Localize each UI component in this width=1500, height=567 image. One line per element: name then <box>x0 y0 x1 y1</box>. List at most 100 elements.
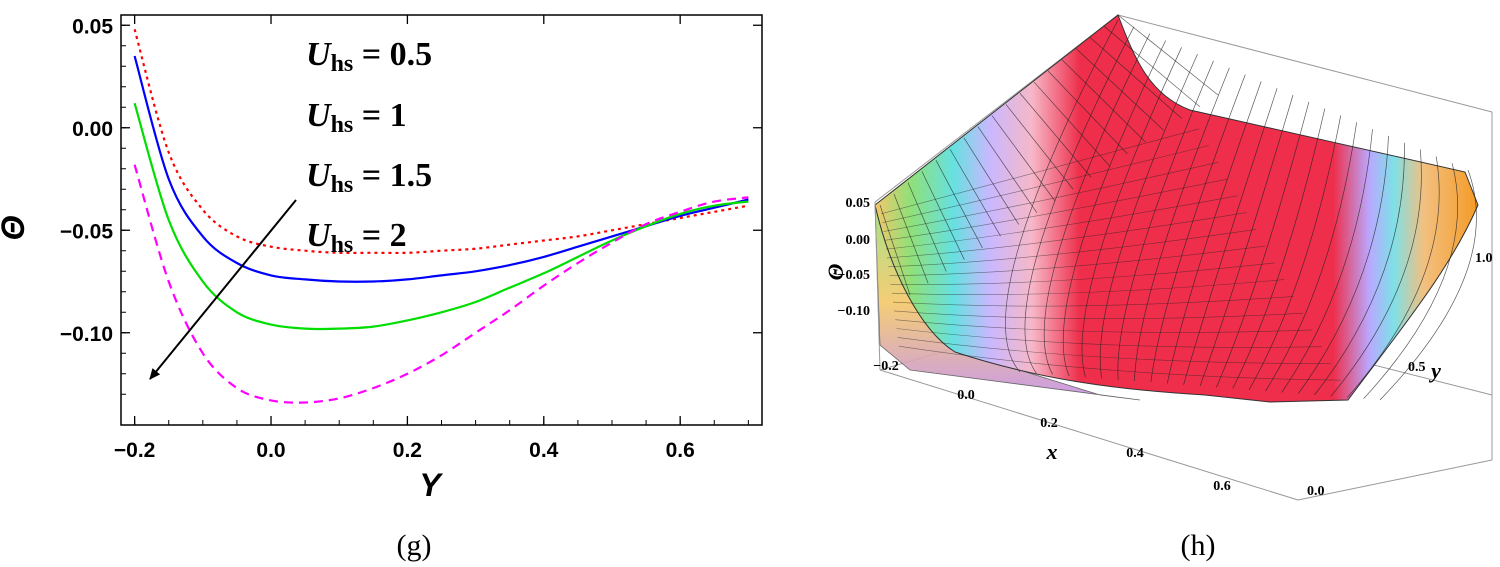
mesh-rib <box>879 204 911 296</box>
mesh-line-y <box>1330 149 1422 397</box>
series-line-2 <box>133 55 749 283</box>
mesh-line-y <box>1183 88 1278 385</box>
mesh-line-x <box>887 212 1247 259</box>
mesh-rib <box>1047 70 1128 155</box>
z-tick-label: 0.00 <box>846 233 871 248</box>
mesh-rib <box>935 160 983 249</box>
mesh-line-y <box>1150 74 1246 383</box>
mesh-line-y <box>1024 26 1135 374</box>
y-tick-label: −0.05 <box>60 220 113 243</box>
y-axis-label-3d: y <box>1428 358 1441 383</box>
line-chart-g: −0.2 0.0 0.2 0.4 0.6 0.05 0.00 −0.05 −0.10 Uhs … <box>0 14 763 562</box>
x-tick-label-3d: 0.2 <box>1040 416 1058 431</box>
mesh-rib <box>893 193 929 284</box>
mesh-rib <box>921 171 965 260</box>
mesh-rib <box>907 182 947 272</box>
mesh-line-x <box>892 296 1294 307</box>
y-tick-label: −0.10 <box>60 323 113 346</box>
series-line-4 <box>133 164 749 404</box>
x-tick-label-3d: 0.0 <box>957 388 975 403</box>
x-axis-ticks: −0.2 0.0 0.2 0.4 0.6 <box>114 15 749 462</box>
mesh-line-x <box>895 319 1313 333</box>
mesh-line-x <box>885 195 1238 250</box>
mesh-rib <box>977 126 1038 213</box>
mesh-rib <box>1005 104 1074 190</box>
x-tick-label-3d: 0.4 <box>1126 446 1144 461</box>
mesh-rib <box>1019 93 1092 178</box>
surface-plot-h: 0.05 0.00 −0.05 −0.10 −0.2 0.0 0.2 0.4 0.6 0.0 0.5… <box>823 14 1493 562</box>
mesh-line-x <box>889 245 1266 276</box>
z-tick-label: 0.05 <box>846 196 871 211</box>
mesh-line-y <box>1117 60 1214 380</box>
x-tick-label: −0.2 <box>114 439 155 462</box>
mesh-line-y <box>1363 163 1458 399</box>
y-tick-label-3d: 1.0 <box>1475 251 1493 266</box>
series-line-3 <box>133 102 749 331</box>
mesh-rib <box>963 137 1020 225</box>
mesh-line-y <box>1347 156 1440 398</box>
mesh-rib <box>1075 48 1164 131</box>
mesh-line-x <box>888 229 1256 268</box>
mesh-line-y <box>1134 67 1230 381</box>
mesh-line-y <box>1248 115 1342 390</box>
mesh-line-x <box>890 262 1275 285</box>
trend-arrow <box>149 199 297 380</box>
y-axis-ticks: 0.05 0.00 −0.05 −0.10 <box>60 15 762 395</box>
mesh-rib <box>949 148 1001 237</box>
surface-mesh <box>879 14 1477 401</box>
mesh-line-x <box>884 178 1228 241</box>
mesh-rib <box>1061 59 1146 143</box>
x-tick-label: 0.0 <box>256 439 285 462</box>
mesh-line-x <box>882 145 1209 223</box>
caption-g: (g) <box>397 529 432 562</box>
z-axis-label: Θ <box>823 263 848 280</box>
z-tick-label: −0.05 <box>838 268 870 283</box>
mesh-line-y <box>1216 101 1310 388</box>
mesh-rib <box>991 115 1056 202</box>
mesh-line-x <box>897 337 1332 364</box>
mesh-line-x <box>898 345 1341 381</box>
mesh-line-x <box>896 328 1322 348</box>
y-tick-label: 0.05 <box>72 15 113 38</box>
series-lines <box>133 29 749 404</box>
x-tick-label-3d: −0.2 <box>873 359 898 374</box>
mesh-line-y <box>1005 19 1119 373</box>
mesh-rib <box>1089 37 1182 119</box>
legend-entry-1: Uhs = 0.5 <box>306 36 432 77</box>
mesh-line-x <box>894 310 1303 320</box>
legend-entry-3: Uhs = 1.5 <box>306 157 432 198</box>
z-tick-label: −0.10 <box>838 304 870 319</box>
mesh-rib <box>1103 25 1201 108</box>
mesh-line-y <box>1199 94 1294 387</box>
mesh-line-x <box>883 162 1219 232</box>
y-tick-label-3d: 0.0 <box>1307 484 1325 499</box>
mesh-line-x <box>891 279 1285 295</box>
mesh-line-x <box>881 128 1200 215</box>
x-tick-label: 0.4 <box>529 439 559 462</box>
x-axis-label-3d: x <box>1046 439 1058 464</box>
legend: Uhs = 0.5 Uhs = 1 Uhs = 1.5 Uhs = 2 <box>306 36 432 258</box>
x-tick-label: 0.2 <box>393 439 422 462</box>
x-tick-label-3d: 0.6 <box>1213 479 1231 494</box>
mesh-line-y <box>1043 33 1151 375</box>
y-tick-label: 0.00 <box>72 118 113 141</box>
legend-entry-4: Uhs = 2 <box>306 217 407 258</box>
mesh-line-y <box>1062 40 1167 376</box>
mesh-rib <box>1033 81 1110 166</box>
caption-h: (h) <box>1181 529 1216 562</box>
y-axis-label: Θ <box>0 215 31 240</box>
x-axis-label: Y <box>419 467 443 503</box>
mesh-line-y <box>1265 122 1357 392</box>
mesh-line-y <box>1379 169 1477 401</box>
y-tick-label-3d: 0.5 <box>1408 360 1426 375</box>
mesh-rib <box>1117 14 1219 96</box>
mesh-line-y <box>1099 53 1198 379</box>
box-front-edges <box>874 201 1493 501</box>
mesh-line-y <box>1166 81 1262 384</box>
mesh-line-y <box>1232 108 1326 389</box>
surface-axis-ticks: 0.05 0.00 −0.05 −0.10 −0.2 0.0 0.2 0.4 0.6 0.0 0.5… <box>838 196 1493 499</box>
x-tick-label: 0.6 <box>666 439 695 462</box>
mesh-line-y <box>1297 135 1389 394</box>
mesh-line-y <box>1081 47 1182 378</box>
